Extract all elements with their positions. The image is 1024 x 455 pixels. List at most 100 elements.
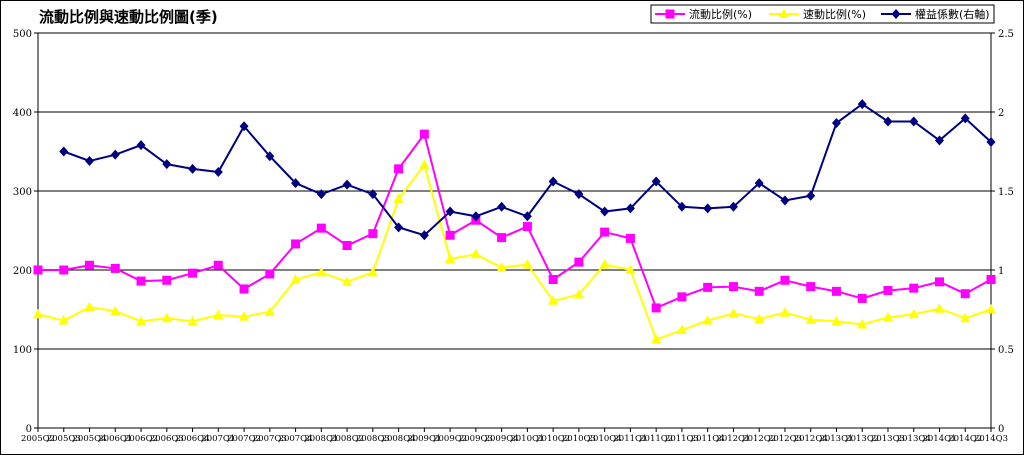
x-tick-label: 2010Q4 (588, 434, 622, 444)
data-point (934, 277, 944, 287)
data-point (909, 283, 919, 293)
data-point (754, 313, 765, 323)
data-point (342, 276, 353, 286)
data-point (548, 295, 559, 305)
data-point (883, 286, 893, 296)
data-point (316, 189, 326, 200)
x-tick-label: 2005Q3 (47, 434, 81, 444)
x-tick-label: 2012Q4 (794, 434, 828, 444)
data-point (728, 201, 738, 212)
data-point (162, 275, 172, 285)
data-point (161, 312, 172, 323)
x-tick-label: 2009Q4 (485, 434, 519, 444)
data-point (960, 312, 971, 323)
data-point (239, 311, 250, 321)
x-tick-label: 2010Q1 (510, 434, 544, 444)
data-point (754, 178, 764, 189)
legend-label: 速動比例(%) (803, 7, 866, 21)
data-point (136, 315, 147, 326)
data-point (136, 140, 146, 151)
data-point (110, 263, 120, 273)
data-point (522, 258, 533, 269)
x-tick-label: 2010Q3 (562, 434, 596, 444)
x-tick-label: 2011Q2 (639, 434, 673, 444)
legend-item-3: 權益係數(右軸) (881, 7, 990, 21)
data-point (831, 286, 841, 296)
data-point (445, 206, 455, 217)
data-point (367, 266, 378, 277)
y-right-tick-label: 2 (998, 108, 1004, 119)
series-layer (33, 99, 996, 344)
data-point (676, 324, 687, 335)
data-point (857, 319, 868, 329)
y-left-tick-label: 500 (13, 29, 32, 40)
data-point (33, 308, 43, 319)
data-point (419, 159, 430, 169)
data-point (162, 159, 172, 170)
data-point (857, 293, 867, 303)
chart-title: 流動比例與速動比例圖(季) (39, 8, 218, 26)
x-tick-label: 2007Q3 (253, 434, 287, 444)
data-point (986, 137, 996, 148)
x-tick-label: 2007Q2 (227, 434, 261, 444)
data-point (110, 305, 121, 316)
y-right-tick-label: 2.5 (998, 29, 1014, 40)
plot-area (37, 32, 992, 429)
x-tick-label: 2008Q3 (356, 434, 390, 444)
data-point (908, 308, 919, 319)
data-point (291, 239, 301, 249)
data-point (59, 265, 69, 275)
x-tick-label: 2005Q4 (73, 434, 107, 444)
data-point (136, 276, 146, 286)
y-right-tick-label: 0 (998, 424, 1004, 435)
x-tick-label: 2013Q2 (845, 434, 879, 444)
data-point (728, 307, 739, 318)
x-tick-label: 2008Q2 (330, 434, 364, 444)
y-left-tick-label: 0 (26, 424, 32, 435)
x-tick-label: 2011Q4 (691, 434, 725, 444)
data-point (265, 151, 275, 162)
x-tick-label: 2011Q1 (613, 434, 647, 444)
y-right-tick-label: 0.5 (998, 345, 1014, 356)
data-point (316, 266, 327, 277)
data-point (651, 334, 662, 344)
data-point (265, 269, 275, 279)
data-point (625, 203, 635, 214)
data-point (522, 211, 532, 222)
data-point (342, 179, 352, 190)
x-tick-label: 2012Q1 (716, 434, 750, 444)
x-tick-label: 2009Q2 (433, 434, 467, 444)
legend: 流動比例(%) 速動比例(%) 權益係數(右軸) (650, 4, 995, 24)
data-point (342, 241, 352, 251)
data-point (677, 201, 687, 212)
series-line (37, 162, 992, 341)
y-right-tick-label: 1 (998, 266, 1004, 277)
data-point (780, 275, 790, 285)
data-point (780, 195, 790, 206)
x-tick-label: 2014Q1 (922, 434, 956, 444)
data-point (213, 260, 223, 270)
x-tick-label: 2006Q1 (98, 434, 132, 444)
data-point (213, 167, 223, 178)
data-point (625, 233, 635, 243)
data-point (394, 222, 404, 233)
data-point (59, 146, 69, 157)
x-tick-label: 2009Q3 (459, 434, 493, 444)
data-point (496, 262, 507, 272)
data-point (239, 121, 249, 132)
data-point (754, 286, 764, 296)
x-tick-label: 2008Q4 (382, 434, 416, 444)
data-point (806, 190, 816, 201)
data-point (33, 265, 43, 275)
x-tick-label: 2007Q4 (279, 434, 313, 444)
data-point (188, 163, 198, 174)
data-point (291, 178, 301, 189)
data-point (600, 206, 610, 217)
x-tick-label: 2006Q3 (150, 434, 184, 444)
data-point (677, 292, 687, 302)
data-point (316, 223, 326, 233)
data-point (264, 306, 275, 316)
data-point (239, 284, 249, 294)
data-point (368, 189, 378, 200)
data-point (290, 273, 301, 284)
